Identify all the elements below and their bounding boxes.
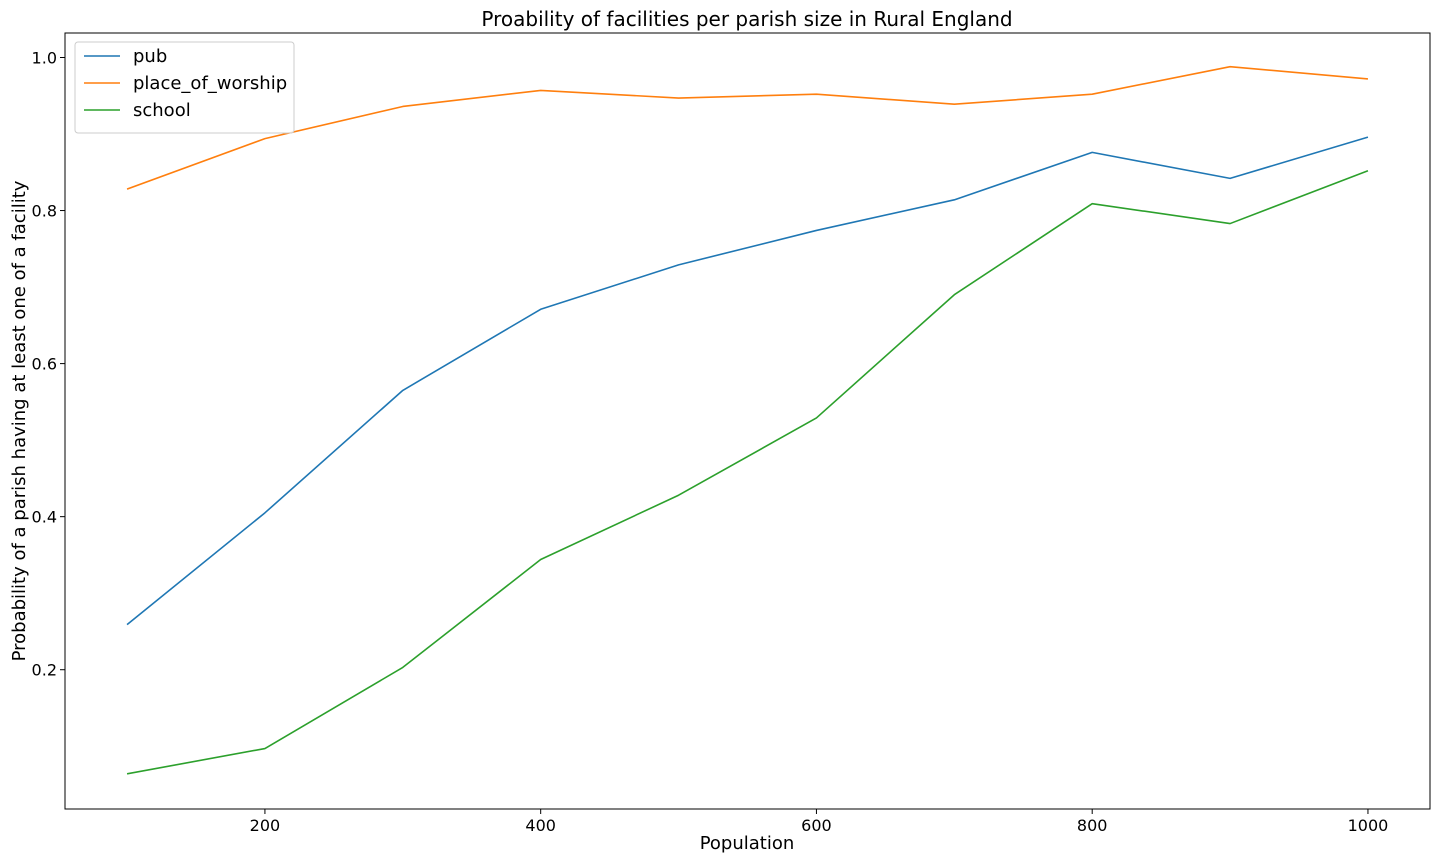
x-tick-label: 800 xyxy=(1077,816,1108,835)
y-tick-label: 0.2 xyxy=(32,661,57,680)
y-tick-label: 0.6 xyxy=(32,355,57,374)
series-line-pub xyxy=(126,136,1369,626)
y-tick-label: 0.8 xyxy=(32,202,57,221)
chart-title: Proability of facilities per parish size… xyxy=(481,7,1012,31)
x-axis: 200 400 600 800 1000 xyxy=(250,809,1389,835)
plot-area xyxy=(64,32,1431,810)
x-axis-label: Population xyxy=(700,833,795,854)
y-axis-label: Probability of a parish having at least … xyxy=(9,180,30,661)
legend-label-place-of-worship: place_of_worship xyxy=(133,73,287,94)
x-tick-label: 600 xyxy=(801,816,832,835)
legend-box xyxy=(74,41,295,134)
x-tick-label: 400 xyxy=(525,816,556,835)
x-tick-label: 1000 xyxy=(1348,816,1389,835)
series-line-school xyxy=(126,170,1369,775)
legend-label-school: school xyxy=(133,100,191,121)
series-line-place-of-worship xyxy=(126,65,1369,190)
y-tick-label: 1.0 xyxy=(32,48,57,67)
y-axis: 0.2 0.4 0.6 0.8 1.0 xyxy=(32,48,65,680)
legend-label-pub: pub xyxy=(133,46,167,67)
x-tick-label: 200 xyxy=(250,816,281,835)
y-tick-label: 0.4 xyxy=(32,508,57,527)
axes-frame xyxy=(64,32,1431,810)
